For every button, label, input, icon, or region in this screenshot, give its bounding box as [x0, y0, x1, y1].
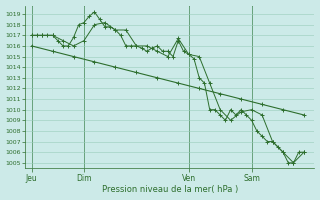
X-axis label: Pression niveau de la mer( hPa ): Pression niveau de la mer( hPa )	[102, 185, 238, 194]
